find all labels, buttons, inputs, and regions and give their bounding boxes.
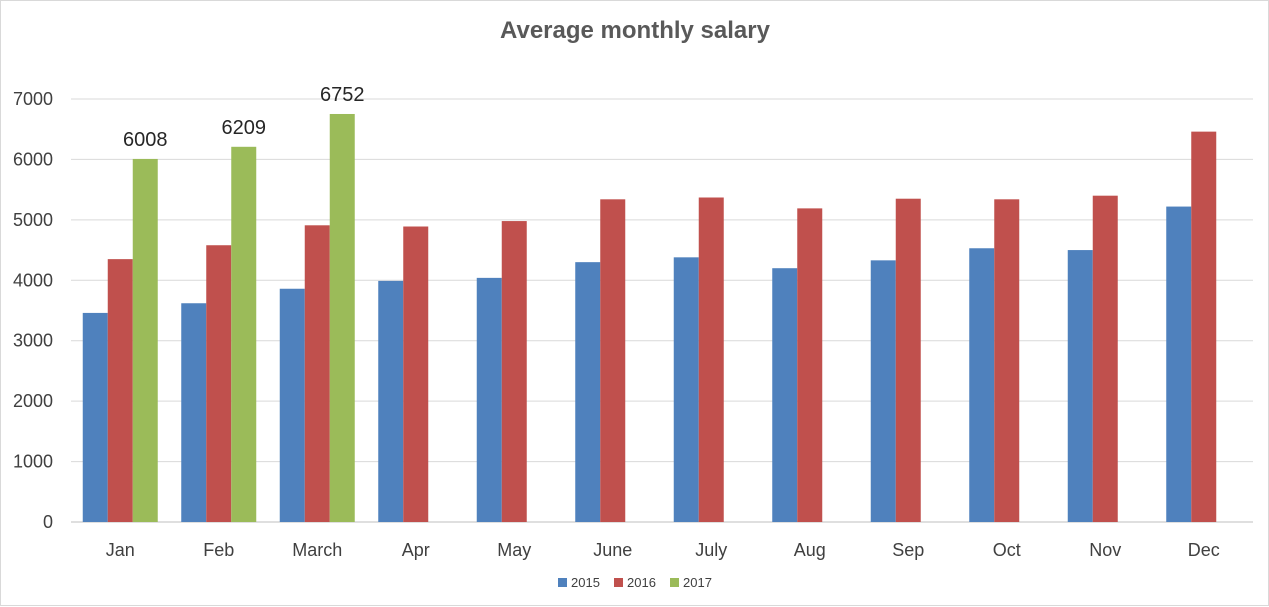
x-tick-label: Apr — [402, 540, 430, 560]
y-tick-label: 7000 — [13, 89, 53, 109]
data-label: 6752 — [320, 84, 365, 106]
data-label: 6008 — [123, 129, 168, 151]
bar-2016-feb — [206, 245, 232, 523]
y-tick-label: 6000 — [13, 149, 53, 169]
bar-2016-jan — [107, 259, 133, 522]
y-tick-label: 2000 — [13, 391, 53, 411]
x-tick-label: Nov — [1089, 540, 1121, 560]
y-tick-label: 4000 — [13, 270, 53, 290]
bar-2015-dec — [1166, 206, 1192, 522]
bar-2015-feb — [181, 303, 207, 522]
data-label: 6209 — [222, 117, 267, 139]
bar-2016-oct — [994, 199, 1020, 522]
bar-2016-aug — [797, 208, 823, 522]
bar-2017-jan — [132, 158, 158, 523]
bar-2015-may — [476, 277, 502, 522]
y-tick-label: 5000 — [13, 210, 53, 230]
bar-2015-july — [673, 257, 699, 522]
x-tick-label: May — [497, 540, 531, 560]
y-tick-label: 1000 — [13, 452, 53, 472]
chart-title: Average monthly salary — [500, 17, 771, 44]
bars — [82, 113, 1217, 523]
bar-2015-jan — [82, 312, 108, 522]
legend-swatch — [670, 578, 679, 587]
y-tick-label: 3000 — [13, 331, 53, 351]
bar-2017-march — [329, 113, 355, 523]
bar-2015-aug — [772, 268, 798, 522]
legend-swatch — [558, 578, 567, 587]
x-tick-label: June — [593, 540, 632, 560]
x-tick-label: Feb — [203, 540, 234, 560]
data-labels: 6008 6209 6752 — [123, 84, 365, 151]
bar-2016-dec — [1191, 131, 1217, 523]
legend-item-2017: 2017 — [670, 575, 712, 590]
x-tick-label: March — [292, 540, 342, 560]
x-axis-ticks: Jan Feb March Apr May June July Aug Sep Oct Nov Dec — [106, 540, 1220, 560]
bar-2016-july — [698, 197, 724, 522]
gridlines — [71, 98, 1253, 523]
legend: 2015 2016 2017 — [558, 575, 712, 590]
bar-2015-nov — [1067, 250, 1093, 523]
y-tick-label: 0 — [43, 512, 53, 532]
bar-2016-nov — [1092, 195, 1118, 522]
x-tick-label: Oct — [993, 540, 1021, 560]
bar-2016-june — [600, 199, 626, 522]
bar-2015-oct — [969, 248, 995, 522]
x-tick-label: Sep — [892, 540, 924, 560]
legend-label: 2016 — [627, 575, 656, 590]
bar-2015-sep — [870, 260, 896, 522]
x-tick-label: July — [695, 540, 727, 560]
bar-2016-apr — [403, 226, 429, 523]
x-tick-label: Jan — [106, 540, 135, 560]
legend-label: 2017 — [683, 575, 712, 590]
legend-item-2015: 2015 — [558, 575, 600, 590]
bar-2017-feb — [231, 146, 257, 522]
legend-label: 2015 — [571, 575, 600, 590]
bar-2015-march — [279, 288, 305, 522]
x-tick-label: Aug — [794, 540, 826, 560]
legend-item-2016: 2016 — [614, 575, 656, 590]
bar-2016-sep — [895, 198, 921, 522]
bar-2015-june — [575, 262, 601, 522]
bar-2015-apr — [378, 280, 404, 522]
x-tick-label: Dec — [1188, 540, 1220, 560]
y-axis-ticks: 0 1000 2000 3000 4000 5000 6000 7000 — [13, 89, 53, 532]
legend-swatch — [614, 578, 623, 587]
bar-2016-march — [304, 225, 330, 522]
bar-2016-may — [501, 221, 527, 522]
